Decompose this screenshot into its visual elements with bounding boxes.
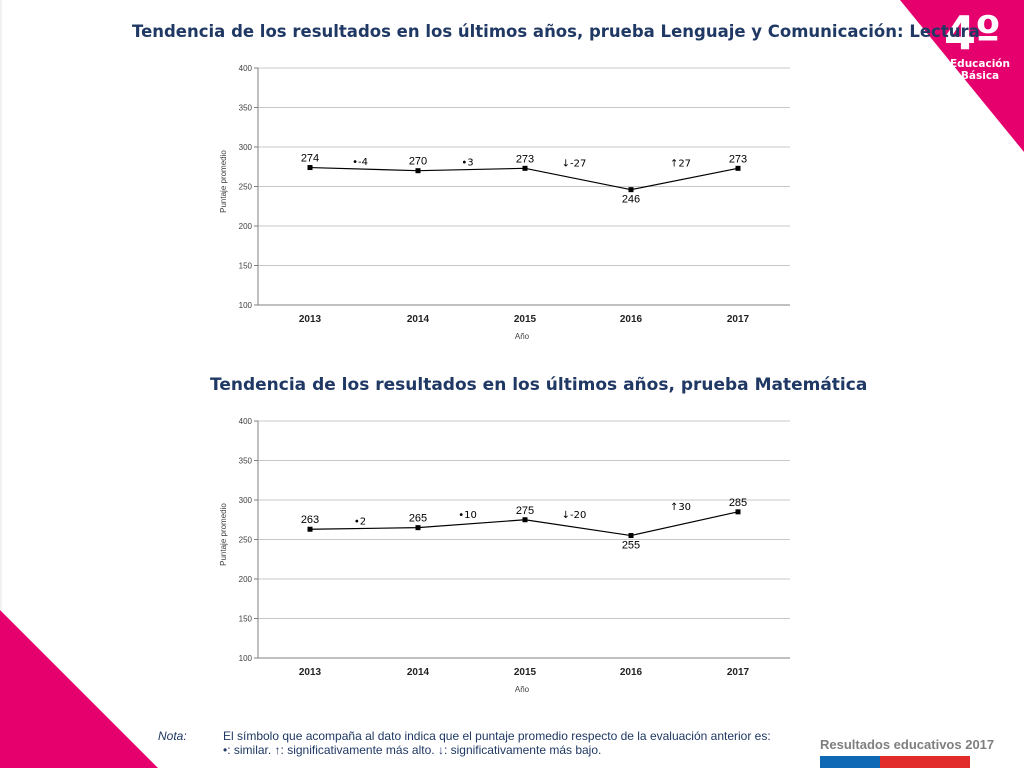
change-annotation: •10	[458, 510, 477, 521]
change-annotation: ↓-20	[562, 510, 587, 521]
y-tick-label: 150	[239, 615, 253, 624]
note-line2: •: similar. ↑: significativamente más al…	[223, 743, 602, 757]
y-tick-label: 400	[239, 417, 253, 426]
change-annotation: •3	[461, 158, 473, 169]
y-tick-label: 300	[239, 496, 253, 505]
y-tick-label: 350	[239, 104, 253, 113]
chart-title-matematica: Tendencia de los resultados en los últim…	[210, 375, 868, 395]
data-label: 263	[301, 514, 319, 526]
data-point	[735, 509, 741, 515]
y-tick-label: 100	[239, 654, 253, 663]
y-tick-label: 300	[239, 143, 253, 152]
data-point	[522, 517, 528, 523]
data-point	[628, 533, 634, 539]
corner-triangle-top-right	[900, 0, 1024, 152]
footer-flag-blue	[820, 756, 880, 768]
data-point	[415, 525, 421, 531]
y-tick-label: 200	[239, 222, 253, 231]
y-tick-label: 250	[239, 536, 253, 545]
x-tick-label: 2014	[407, 314, 430, 325]
change-annotation: ↓-27	[562, 158, 587, 169]
y-axis-label: Puntaje promedio	[219, 150, 228, 213]
change-annotation: ↑27	[670, 158, 691, 169]
note-line1: El símbolo que acompaña al dato indica q…	[223, 729, 771, 743]
y-tick-label: 250	[239, 183, 253, 192]
corner-triangle-bottom-left	[0, 610, 158, 768]
data-point	[522, 165, 528, 171]
data-label: 246	[622, 194, 640, 206]
x-tick-label: 2013	[299, 667, 322, 678]
x-tick-label: 2017	[727, 667, 750, 678]
y-tick-label: 350	[239, 457, 253, 466]
grade-badge: 4º	[944, 6, 1001, 60]
change-annotation: ↑30	[670, 502, 691, 513]
x-tick-label: 2015	[514, 314, 537, 325]
data-point	[307, 526, 313, 532]
y-tick-label: 200	[239, 575, 253, 584]
data-label: 274	[301, 153, 319, 165]
data-point	[307, 165, 313, 171]
x-axis-label: Año	[515, 685, 530, 694]
data-label: 275	[516, 505, 534, 517]
chart-matematica: 100 150 200 250 300 350 400 2013 2014 2015 2016 201…	[219, 417, 790, 694]
data-label: 273	[729, 153, 747, 165]
data-label: 285	[729, 497, 747, 509]
x-tick-label: 2016	[620, 314, 643, 325]
note-label: Nota:	[158, 729, 187, 743]
data-label: 270	[409, 156, 427, 168]
grade-level-label: Educación Básica	[944, 58, 1016, 82]
y-tick-label: 400	[239, 64, 253, 73]
left-edge-rule	[0, 0, 2, 610]
data-point	[415, 168, 421, 174]
chart-lectura: 100 150 200 250 300 350 400 2013 2014 2015 2016 201…	[219, 64, 790, 341]
y-tick-label: 150	[239, 262, 253, 271]
data-label: 255	[622, 540, 640, 552]
x-tick-label: 2015	[514, 667, 537, 678]
grade-level-line1: Educación	[950, 58, 1010, 70]
x-tick-label: 2016	[620, 667, 643, 678]
y-axis-label: Puntaje promedio	[219, 503, 228, 566]
x-tick-label: 2017	[727, 314, 750, 325]
x-axis-label: Año	[515, 332, 530, 341]
data-label: 265	[409, 513, 427, 525]
x-tick-label: 2014	[407, 667, 430, 678]
grade-level-line2: Básica	[960, 70, 1000, 82]
y-tick-label: 100	[239, 301, 253, 310]
data-point	[735, 165, 741, 171]
data-label: 273	[516, 153, 534, 165]
note-text: El símbolo que acompaña al dato indica q…	[223, 729, 771, 757]
footer-flag-red	[880, 756, 970, 768]
change-annotation: •2	[354, 516, 366, 527]
chart-title-lectura: Tendencia de los resultados en los últim…	[132, 22, 980, 41]
footer-brand: Resultados educativos 2017	[820, 737, 995, 752]
x-tick-label: 2013	[299, 314, 322, 325]
data-point	[628, 187, 634, 193]
change-annotation: •-4	[352, 157, 368, 168]
